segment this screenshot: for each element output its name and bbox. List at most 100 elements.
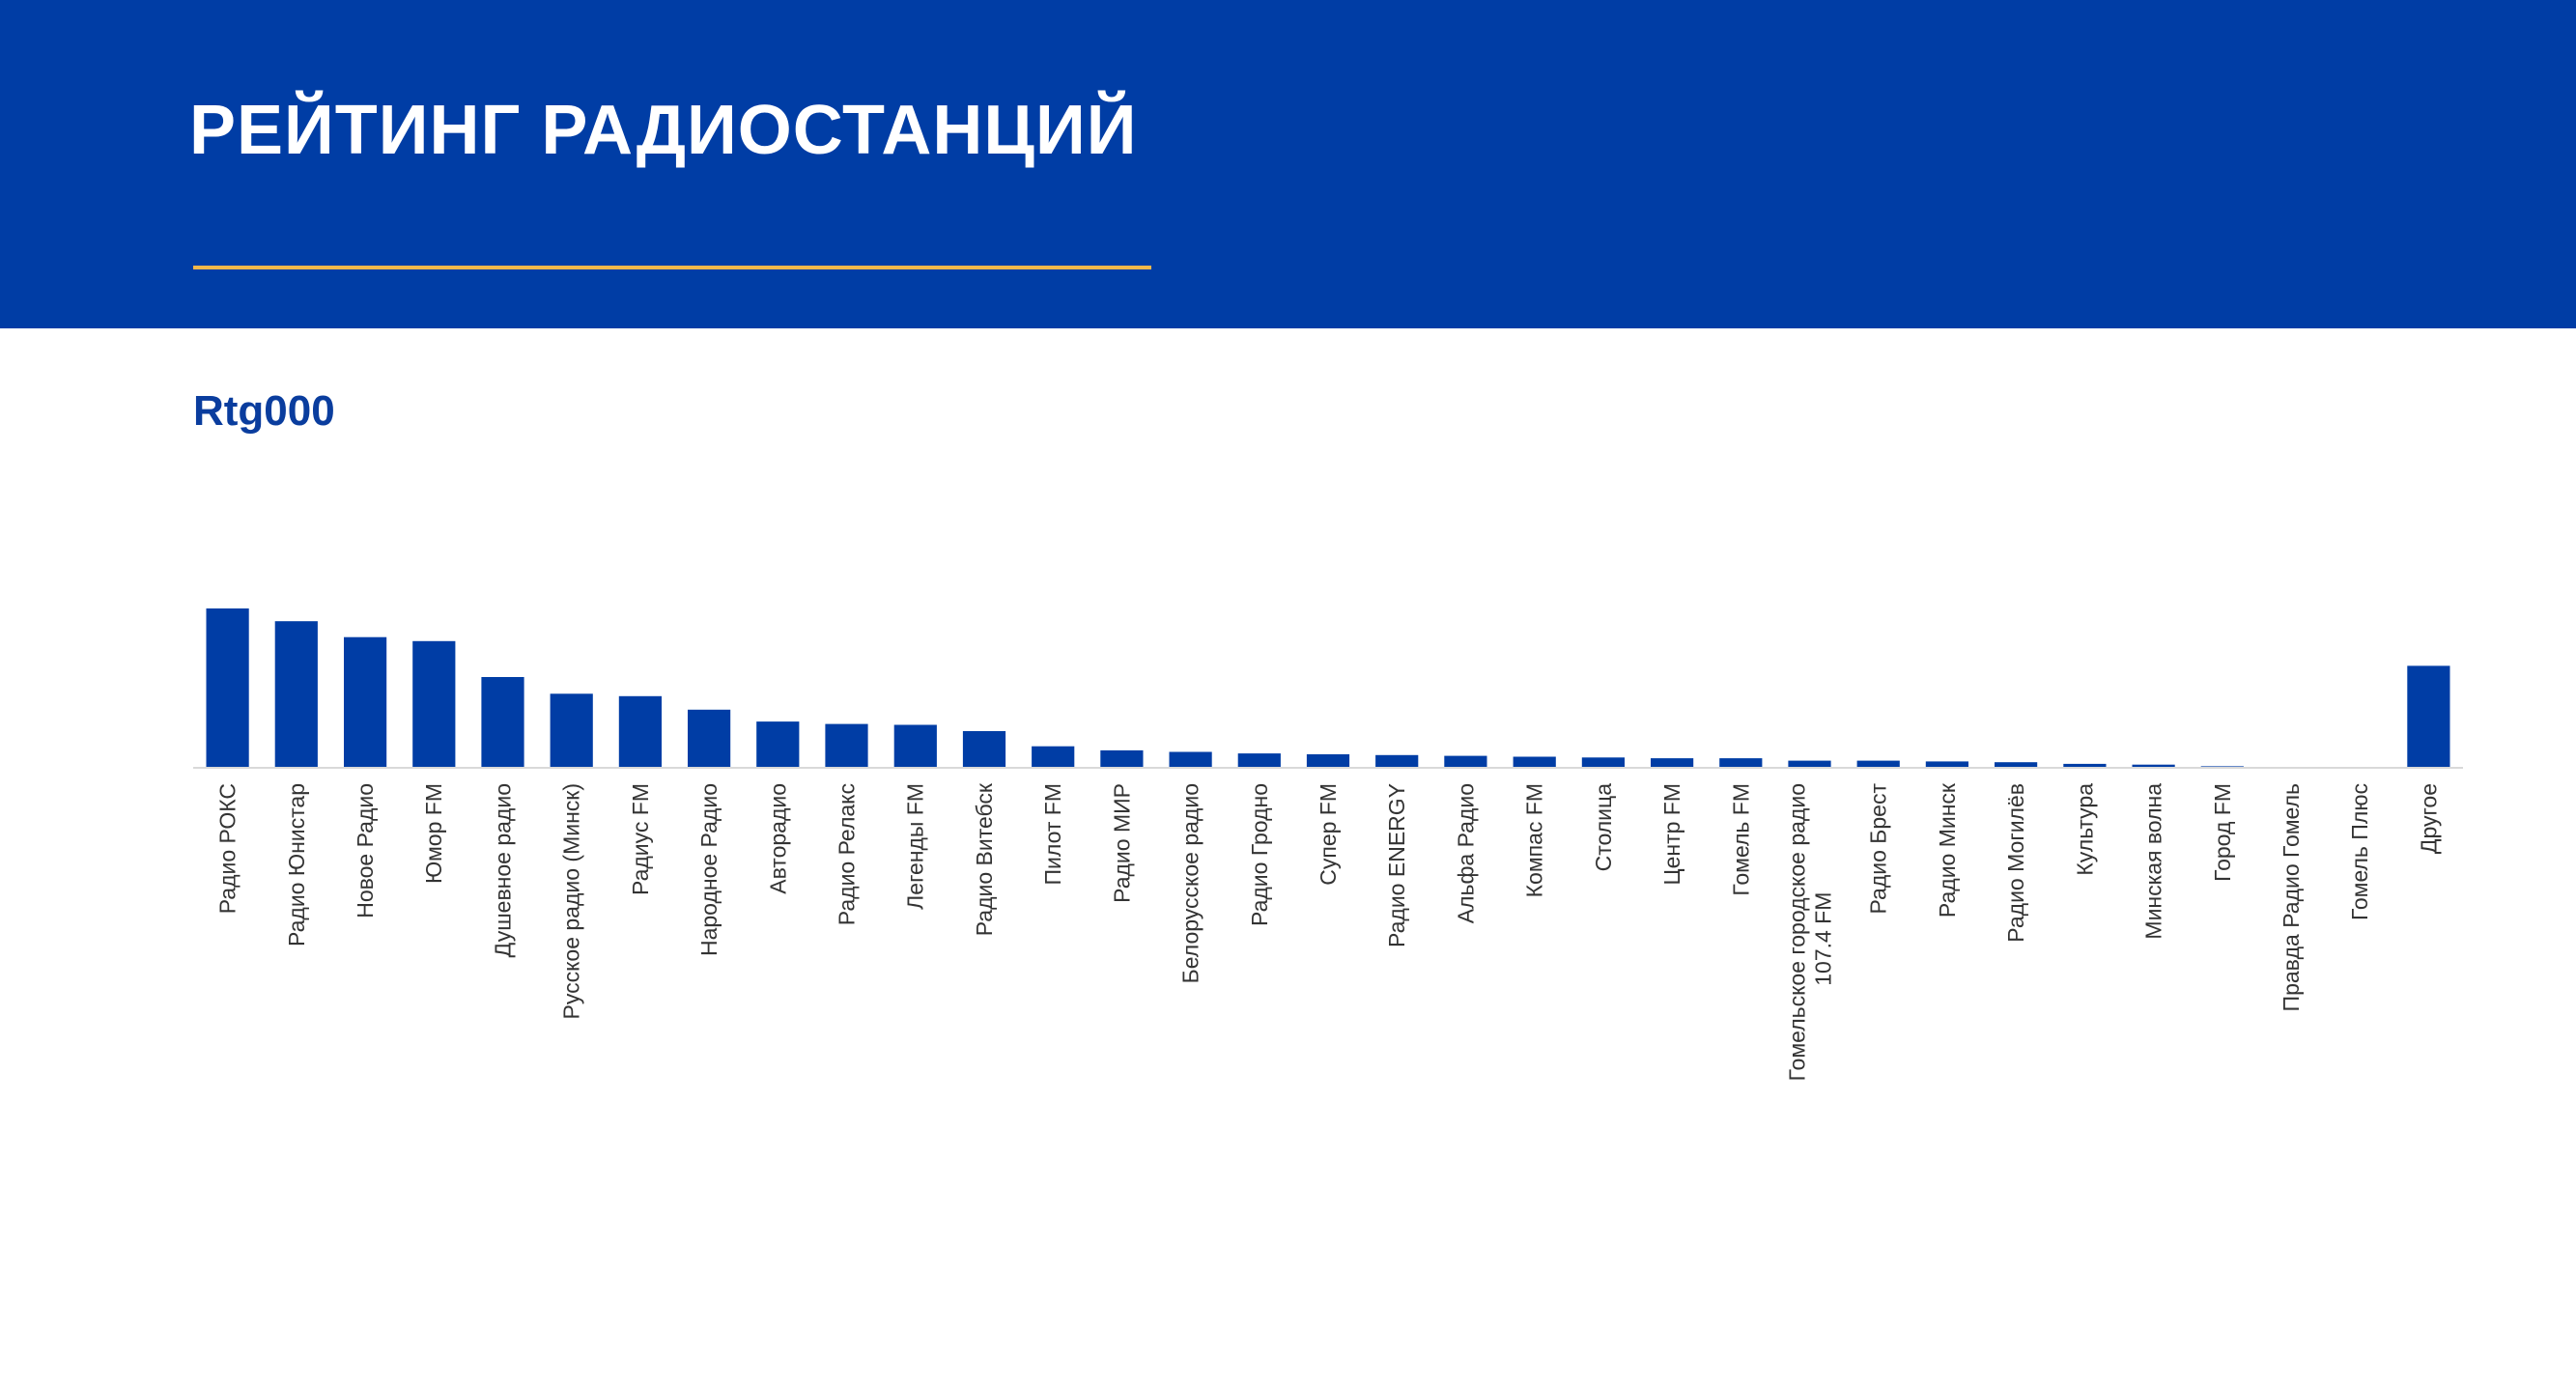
bar — [1719, 758, 1763, 768]
bar — [2132, 764, 2175, 768]
bar — [481, 677, 524, 768]
x-tick-label: Радио Могилёв — [2003, 783, 2028, 943]
bar — [2407, 665, 2450, 768]
bar — [274, 621, 318, 768]
bar — [550, 693, 593, 768]
x-tick-label-text: Радио Юнистар — [284, 783, 309, 946]
x-tick-label: Город FM — [2210, 783, 2235, 882]
bar — [1032, 746, 1075, 768]
x-tick-label-text: Супер FM — [1316, 783, 1341, 886]
x-tick-label: Радио Юнистар — [284, 783, 309, 946]
x-tick-label-text: Город FM — [2210, 783, 2235, 882]
x-tick-label-text: Минская волна — [2141, 783, 2166, 940]
x-tick-label-text: Легенды FM — [903, 783, 928, 910]
x-tick-label: Радио Брест — [1866, 783, 1891, 915]
x-tick-label: Радио Гродно — [1247, 783, 1272, 926]
bar — [1169, 751, 1212, 768]
x-axis-labels: Радио РОКС Радио Юнистар Новое Радио Юмор F… — [215, 782, 2442, 1081]
bar — [1444, 755, 1487, 768]
bar — [412, 640, 456, 768]
bars-group — [206, 608, 2450, 769]
x-tick-label-text: Юмор FM — [421, 783, 446, 884]
bar — [2063, 763, 2107, 768]
bar — [344, 636, 387, 768]
x-tick-label-text: Столица — [1591, 783, 1616, 872]
x-tick-label: Другое — [2416, 783, 2441, 854]
bar — [1995, 762, 2038, 768]
x-tick-label: Гомельское городское радио 107.4 FM — [1785, 783, 1836, 1081]
bar — [618, 695, 662, 769]
bar — [893, 724, 937, 769]
header-banner: РЕЙТИНГ РАДИОСТАНЦИЙ — [0, 0, 2576, 328]
bar — [1375, 754, 1419, 768]
bar — [756, 721, 800, 768]
x-tick-label-text: Пилот FM — [1040, 783, 1065, 885]
page-title: РЕЙТИНГ РАДИОСТАНЦИЙ — [189, 92, 1138, 169]
bar — [688, 709, 731, 768]
x-tick-label-text: Гомельское городское радио — [1785, 783, 1810, 1081]
x-tick-label-text: Радио Релакс — [835, 783, 860, 925]
x-tick-label: Гомель FM — [1728, 783, 1753, 896]
bar — [1925, 761, 1968, 768]
x-tick-label: Супер FM — [1316, 783, 1341, 886]
x-tick-label: Авторадио — [765, 783, 790, 894]
x-tick-label: Гомель Плюс — [2347, 783, 2372, 920]
bar — [1581, 757, 1625, 768]
x-tick-label-text: Радио МИР — [1109, 783, 1134, 903]
x-tick-label: Пилот FM — [1040, 783, 1065, 885]
x-tick-label: Радио Релакс — [835, 783, 860, 925]
x-tick-label-text: Радио Витебск — [972, 782, 997, 936]
x-tick-label-text: Авторадио — [765, 783, 790, 894]
x-tick-label-text: Радиус FM — [628, 783, 653, 895]
bar — [1513, 756, 1556, 769]
x-tick-label: Альфа Радио — [1453, 783, 1478, 923]
chart-title: Rtg000 — [193, 387, 335, 435]
x-tick-label-text: Новое Радио — [353, 783, 378, 918]
bar — [1788, 760, 1831, 768]
bar — [825, 723, 868, 768]
x-tick-label-text: 107.4 FM — [1811, 892, 1836, 986]
x-tick-label: Правда Радио Гомель — [2279, 783, 2304, 1011]
x-tick-label: Легенды FM — [903, 783, 928, 910]
x-tick-label-text: Компас FM — [1522, 783, 1547, 897]
x-tick-label: Радиус FM — [628, 783, 653, 895]
x-tick-label: Радио ENERGY — [1384, 783, 1409, 947]
x-tick-label-text: Культура — [2072, 783, 2097, 876]
x-tick-label: Юмор FM — [421, 783, 446, 884]
x-tick-label: Радио МИР — [1109, 783, 1134, 903]
x-tick-label-text: Душевное радио — [491, 783, 516, 957]
x-tick-label-text: Центр FM — [1659, 783, 1684, 885]
x-tick-label-text: Радио Могилёв — [2003, 783, 2028, 943]
x-tick-label: Русское радио (Минск) — [559, 783, 584, 1020]
bar — [1856, 760, 1900, 768]
x-tick-label-text: Радио ENERGY — [1384, 783, 1409, 947]
x-tick-label: Минская волна — [2141, 783, 2166, 940]
x-tick-label-text: Гомель FM — [1728, 783, 1753, 896]
title-underline — [193, 266, 1151, 269]
x-tick-label: Радио РОКС — [215, 783, 241, 914]
x-tick-label: Центр FM — [1659, 783, 1684, 885]
bar — [1651, 758, 1694, 768]
x-tick-label-text: Русское радио (Минск) — [559, 783, 584, 1020]
bar — [962, 731, 1006, 768]
x-tick-label-text: Другое — [2416, 783, 2441, 854]
x-tick-label: Радио Витебск — [972, 782, 997, 936]
x-tick-label: Компас FM — [1522, 783, 1547, 897]
x-tick-label-text: Радио РОКС — [215, 783, 241, 914]
x-tick-label: Радио Минск — [1935, 782, 1960, 918]
x-tick-label-text: Радио Брест — [1866, 783, 1891, 915]
x-tick-label: Белорусское радио — [1178, 783, 1203, 983]
x-tick-label: Столица — [1591, 783, 1616, 872]
x-tick-label: Новое Радио — [353, 783, 378, 918]
bar — [1100, 749, 1144, 768]
x-tick-label: Душевное радио — [491, 783, 516, 957]
x-tick-label-text: Радио Минск — [1935, 782, 1960, 918]
x-tick-label-text: Правда Радио Гомель — [2279, 783, 2304, 1011]
x-tick-label-text: Белорусское радио — [1178, 783, 1203, 983]
bar — [206, 608, 249, 768]
x-tick-label: Культура — [2072, 783, 2097, 876]
bar — [1306, 754, 1350, 768]
x-tick-label: Народное Радио — [696, 783, 722, 956]
x-tick-label-text: Народное Радио — [696, 783, 722, 956]
